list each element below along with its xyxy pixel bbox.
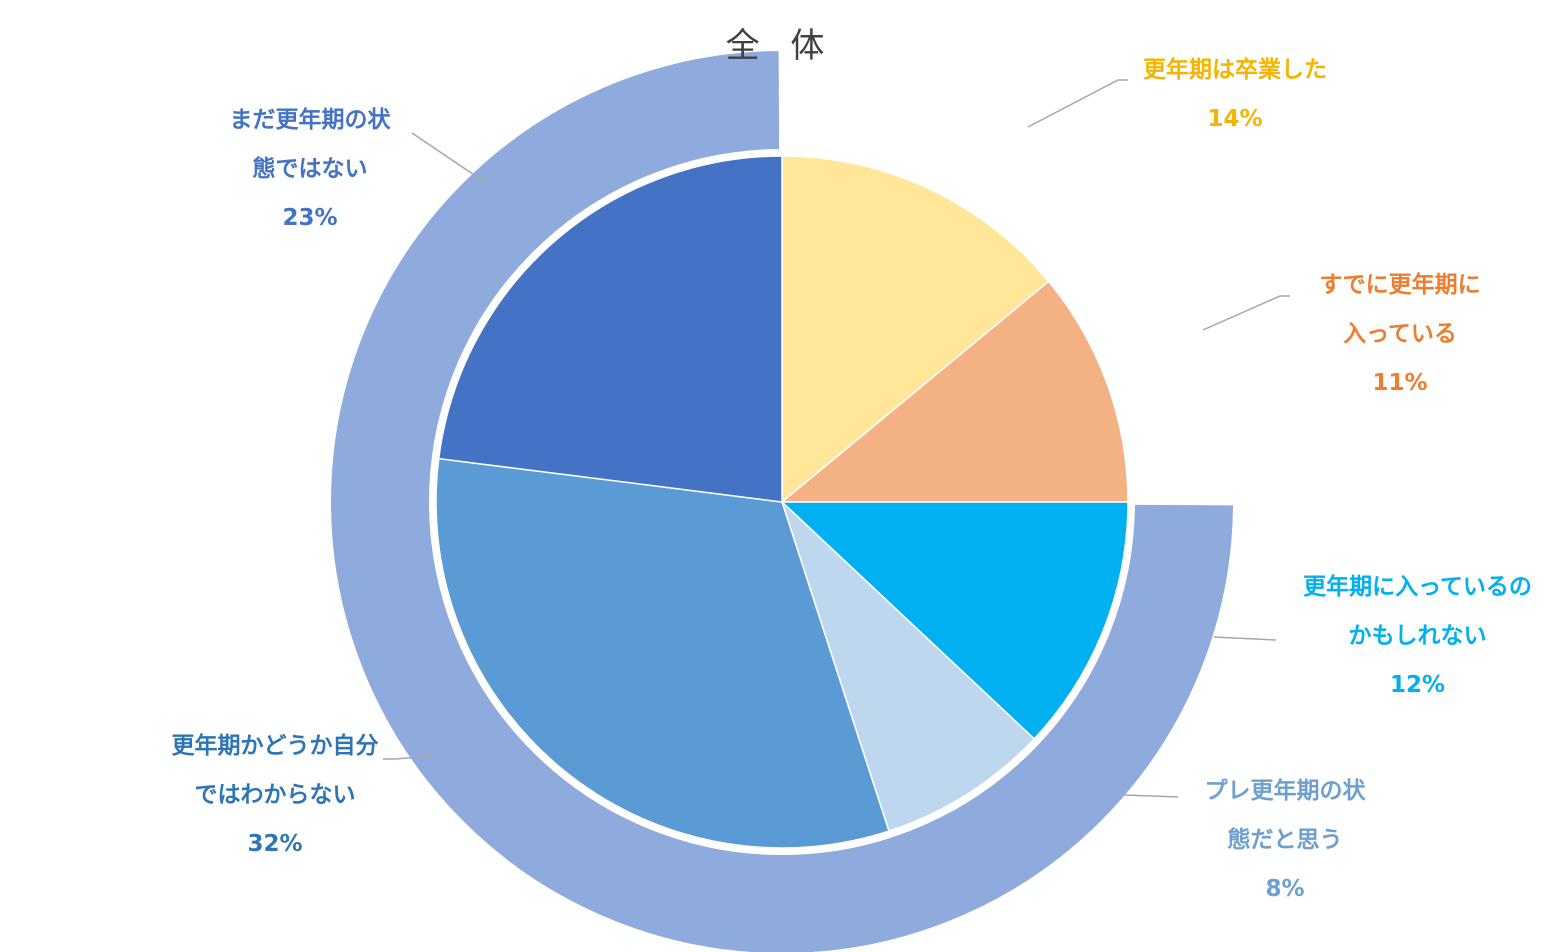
label-pre-menopause-line1: プレ更年期の状 — [1204, 778, 1366, 804]
label-maybe-in: 更年期に入っているの かもしれない 12% — [1275, 563, 1560, 710]
label-not-yet-percent: 23% — [282, 205, 338, 231]
label-unsure: 更年期かどうか自分 ではわからない 32% — [140, 722, 410, 869]
label-unsure-line2: ではわからない — [194, 782, 356, 808]
label-pre-menopause: プレ更年期の状 態だと思う 8% — [1165, 767, 1405, 914]
label-graduated-percent: 14% — [1207, 106, 1263, 132]
leader-line-already-in — [1202, 295, 1290, 331]
label-not-yet-line2: 態ではない — [252, 156, 368, 182]
outer-ring-not-yet — [328, 48, 1235, 952]
leader-line-unsure — [383, 755, 433, 760]
label-pre-menopause-line2: 態だと思う — [1227, 827, 1343, 853]
label-already-in-line2: 入っている — [1343, 321, 1457, 347]
label-already-in-percent: 11% — [1372, 370, 1428, 396]
label-unsure-line1: 更年期かどうか自分 — [171, 733, 379, 759]
pie-slice-pre-menopause — [781, 501, 1036, 833]
label-not-yet-line1: まだ更年期の状 — [229, 107, 391, 133]
label-not-yet: まだ更年期の状 態ではない 23% — [190, 96, 430, 243]
leader-line-maybe-in — [1213, 636, 1277, 641]
pie-slice-already-in — [779, 280, 1129, 503]
label-graduated-line1: 更年期は卒業した — [1143, 57, 1327, 83]
label-maybe-in-percent: 12% — [1389, 672, 1446, 698]
leader-line-graduated — [1027, 79, 1128, 128]
pie-slice-maybe-in — [780, 501, 1129, 740]
pie-slice-unsure — [435, 457, 890, 849]
label-maybe-in-line1: 更年期に入っているの — [1303, 574, 1532, 600]
label-unsure-percent: 32% — [247, 831, 303, 857]
pie-slice-not-yet — [437, 155, 783, 503]
label-pre-menopause-percent: 8% — [1265, 876, 1305, 902]
label-already-in-line1: すでに更年期に — [1319, 272, 1481, 298]
chart-title: 全 体 — [725, 26, 835, 66]
label-graduated: 更年期は卒業した 14% — [1100, 46, 1370, 144]
label-already-in: すでに更年期に 入っている 11% — [1270, 261, 1530, 408]
label-maybe-in-line2: かもしれない — [1348, 623, 1487, 649]
leader-line-pre-menopause — [1124, 794, 1179, 798]
pie-slice-graduated — [781, 155, 1050, 504]
leader-line-not-yet — [411, 132, 487, 184]
